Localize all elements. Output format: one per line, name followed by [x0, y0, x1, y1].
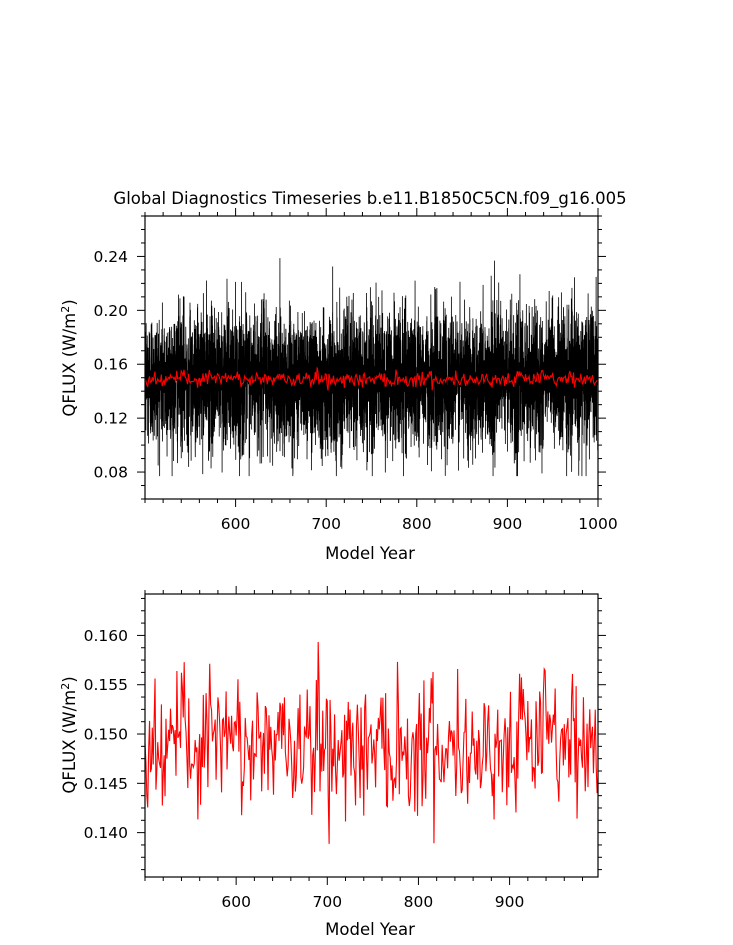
plot-frame — [144, 593, 599, 878]
top-axes: 600 700 800 900 1000 0.08 0.12 0.16 0.20 0.24 — [93, 208, 618, 533]
y-tick-label: 0.150 — [84, 726, 128, 744]
top-y-axis-label: QFLUX (W/m2) — [59, 299, 79, 416]
bottom-y-axis-label-close: ) — [60, 676, 79, 682]
x-tick-label: 800 — [402, 515, 432, 533]
top-plot-area — [144, 258, 599, 477]
y-tick-label: 0.12 — [93, 410, 128, 428]
x-tick-label: 900 — [495, 893, 525, 911]
bottom-axes: 600 700 800 900 0.140 0.145 0.150 0.155 0.160 — [84, 586, 606, 911]
x-tick-label: 600 — [221, 515, 251, 533]
top-y-axis-label-close: ) — [60, 299, 79, 305]
x-tick-label: 1000 — [578, 515, 617, 533]
y-tick-label: 0.20 — [93, 302, 128, 320]
bottom-plot-area — [144, 641, 599, 844]
bottom-y-axis-label-sup: 2 — [59, 683, 72, 690]
y-tick-label: 0.145 — [84, 775, 128, 793]
bottom-y-axis-label: QFLUX (W/m2) — [59, 676, 79, 793]
x-tick-label: 600 — [221, 893, 251, 911]
y-tick-label: 0.16 — [93, 356, 128, 374]
y-tick-label: 0.140 — [84, 824, 128, 842]
bottom-y-axis-label-main: QFLUX (W/m — [60, 690, 79, 794]
x-tick-label: 700 — [311, 515, 341, 533]
bottom-x-axis-label: Model Year — [325, 920, 415, 939]
series-line-monthly — [144, 258, 599, 477]
chart-title: Global Diagnostics Timeseries b.e11.B185… — [113, 189, 626, 209]
top-y-axis-label-sup: 2 — [59, 306, 72, 313]
y-tick-label: 0.24 — [93, 248, 128, 266]
series-line-annual — [144, 367, 599, 391]
top-x-axis-label: Model Year — [325, 544, 415, 563]
x-tick-label: 900 — [493, 515, 523, 533]
y-tick-label: 0.08 — [93, 464, 128, 482]
y-tick-label: 0.155 — [84, 676, 128, 694]
plot-frame — [144, 215, 599, 500]
series-line-annual — [144, 641, 599, 844]
y-tick-label: 0.160 — [84, 627, 128, 645]
x-tick-label: 800 — [404, 893, 434, 911]
x-tick-label: 700 — [312, 893, 342, 911]
top-y-axis-label-main: QFLUX (W/m — [60, 313, 79, 417]
